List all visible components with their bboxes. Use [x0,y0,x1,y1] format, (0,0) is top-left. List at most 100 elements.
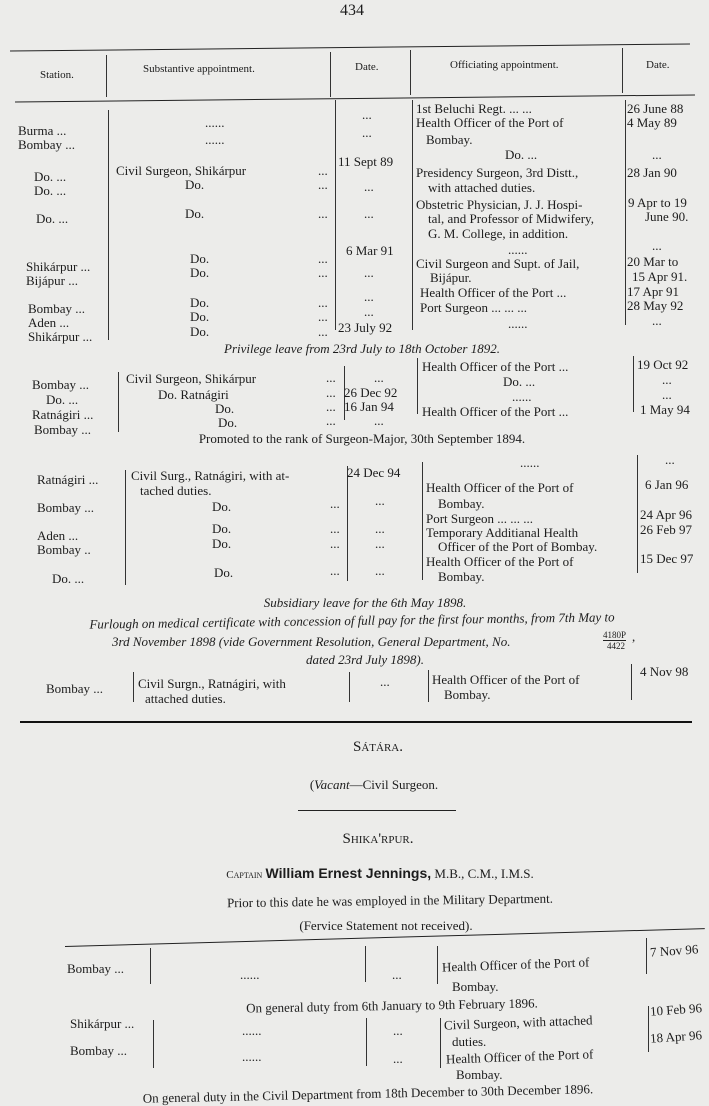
col-divider [106,55,107,97]
date2: 15 Dec 97 [640,551,694,566]
officiating: ...... [512,389,532,404]
officiating: Officer of the Port of Bombay. [438,539,598,554]
col-divider [330,52,331,97]
leader: ... [318,177,328,192]
date2: 26 June 88 [627,101,684,116]
station: Bombay ... [34,422,92,437]
substantive: Do. [190,324,210,339]
station: Bombay ... [32,377,90,392]
note-privilege-leave: Privilege leave from 23rd July to 18th O… [224,341,500,356]
col-divider [108,110,109,340]
station: Aden ... [28,315,70,330]
station: Do. ... [46,392,79,407]
substantive: Civil Surgeon, Shikárpur [116,163,247,178]
substantive: ...... [205,115,225,130]
station: Do. ... [52,571,85,586]
officiating: ...... [520,455,540,470]
station: Do. ... [34,183,67,198]
date2: 10 Feb 96 [649,1000,703,1019]
officiating: Obstetric Physician, J. J. Hospi- [416,197,583,212]
leader: ... [318,163,328,178]
col-divider [150,948,151,984]
substantive: ...... [240,967,260,982]
officiating: Presidency Surgeon, 3rd Distt., [416,165,579,180]
satara-vacancy: (Vacant—Civil Surgeon. [309,777,439,792]
note-subsidiary-leave: Subsidiary leave for the 6th May 1898. [263,595,467,610]
leader: ... [318,265,328,280]
station: Ratnágiri ... [37,472,99,487]
station-heading-satara: Sátára. [353,739,403,755]
substantive: Civil Surg., Ratnágiri, with at- [131,468,290,483]
col-divider [153,1020,154,1068]
date: ... [375,563,385,578]
date2: ... [652,238,662,253]
officiating: Civil Surgeon, with attached [443,1012,593,1033]
officiating: Bombay. [452,979,499,994]
station: Bombay ... [28,301,86,316]
date: ... [364,179,374,194]
substantive: tached duties. [140,483,212,498]
date: ... [364,206,374,221]
date2: ... [662,372,672,387]
note-furlough-line3: dated 23rd July 1898). [306,652,424,667]
date: ... [393,1051,403,1066]
date2: ... [652,147,662,162]
officiating: tal, and Professor of Midwifery, [428,211,594,226]
top-rule [10,43,690,52]
leader: ... [326,413,336,428]
date2: 28 Jan 90 [627,165,677,180]
leader: ... [326,399,336,414]
station: Do. ... [36,211,69,226]
officiating: ...... [508,242,528,257]
officiating: Do. ... [503,374,536,389]
date: ... [364,289,374,304]
note-furlough-line1: Furlough on medical certificate with con… [89,609,615,632]
date2: June 90. [645,209,689,224]
col-divider [637,455,638,573]
resolution-number-numerator: 4180P [603,630,627,641]
col-divider [347,466,348,581]
officiating: Port Surgeon ... ... ... [426,511,534,526]
date2: ... [662,387,672,402]
date: ... [362,125,372,140]
date: ... [375,521,385,536]
officiating: Bombay. [426,132,473,147]
vacancy-post: —Civil Surgeon. [349,777,439,792]
date: 6 Mar 91 [346,243,394,258]
officiating: Do. ... [505,147,538,162]
station: Burma ... [18,123,67,138]
station: Bombay ... [18,137,76,152]
date2: 6 Jan 96 [645,477,689,492]
officiating: Health Officer of the Port ... [422,359,569,374]
substantive: Do. [185,206,205,221]
date2: 17 Apr 91 [627,284,679,299]
col-divider [133,672,134,702]
col-divider [118,372,119,432]
date2: 7 Nov 96 [649,941,699,960]
officiating: with attached duties. [428,180,536,195]
note-promotion: Promoted to the rank of Surgeon-Major, 3… [198,431,526,446]
note-civil-department-duty: On general duty in the Civil Department … [142,1081,594,1106]
col-divider [410,50,411,95]
date: ... [374,370,384,385]
leader: ... [318,295,328,310]
col-divider [625,100,626,325]
header-bottom-rule [15,94,695,103]
substantive: ...... [242,1023,262,1038]
substantive: Do. [218,415,238,430]
date: ... [375,536,385,551]
vacant-label: Vacant [314,777,350,792]
substantive: Do. [190,265,210,280]
date2: 19 Oct 92 [637,357,689,372]
officiating: Bombay. [444,687,491,702]
date2: 1 May 94 [640,402,690,417]
col-divider [365,946,366,982]
officiating: Bijápur. [430,270,472,285]
date: 24 Dec 94 [347,465,401,480]
station: Aden ... [37,528,79,543]
substantive: Do. [190,251,210,266]
station: Shikárpur ... [70,1016,135,1031]
date: ... [392,967,402,982]
leader: ... [330,536,340,551]
date2: 18 Apr 96 [649,1027,703,1046]
